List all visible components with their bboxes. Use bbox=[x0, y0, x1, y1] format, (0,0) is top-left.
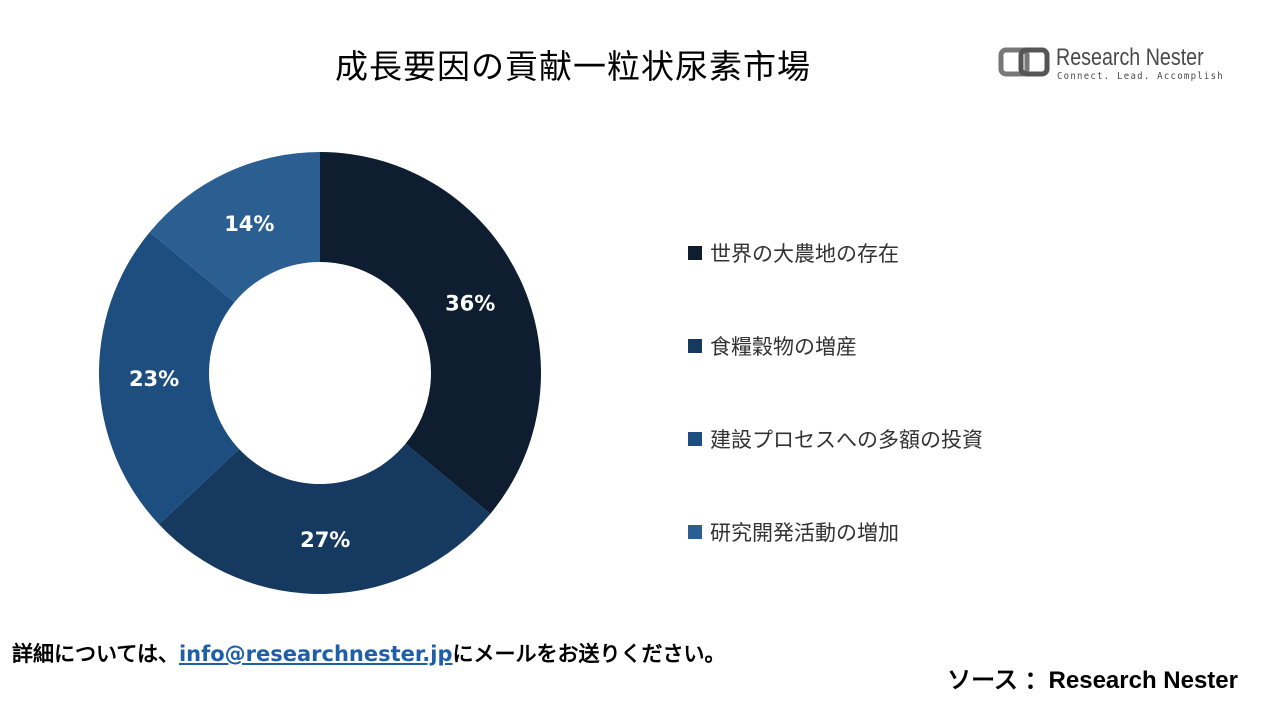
legend-label: 世界の大農地の存在 bbox=[710, 242, 899, 266]
slice-label: 36% bbox=[445, 291, 495, 315]
legend-swatch bbox=[688, 525, 702, 539]
legend-item: 世界の大農地の存在 bbox=[688, 238, 899, 268]
legend-item: 研究開発活動の増加 bbox=[688, 517, 899, 547]
logo-tagline: Connect. Lead. Accomplish bbox=[1057, 71, 1224, 82]
contact-email-link[interactable]: info@researchnester.jp bbox=[178, 642, 453, 666]
legend-item: 建設プロセスへの多額の投資 bbox=[688, 424, 983, 454]
contact-prefix: 詳細については、 bbox=[12, 642, 179, 666]
donut-slice bbox=[320, 152, 542, 514]
legend-label: 食糧穀物の増産 bbox=[710, 335, 857, 359]
research-nester-logo: Research Nester Connect. Lead. Accomplis… bbox=[998, 44, 1223, 86]
donut-slice bbox=[158, 443, 491, 595]
contact-suffix: にメールをお送りください。 bbox=[452, 642, 726, 666]
slice-label: 27% bbox=[300, 528, 350, 552]
legend-swatch bbox=[688, 339, 702, 353]
legend-label: 研究開発活動の増加 bbox=[710, 521, 899, 545]
donut-chart: 36% 27% 23% 14% bbox=[99, 152, 542, 595]
legend-swatch bbox=[688, 432, 702, 446]
donut-slice bbox=[149, 152, 320, 303]
logo-name: Research Nester bbox=[1056, 44, 1204, 71]
legend-item: 食糧穀物の増産 bbox=[688, 331, 857, 361]
legend-swatch bbox=[688, 246, 702, 260]
source-credit: ソース ：Research Nester bbox=[947, 667, 1238, 694]
slice-label: 14% bbox=[224, 212, 274, 236]
logo-mark-icon bbox=[998, 47, 1050, 77]
legend-label: 建設プロセスへの多額の投資 bbox=[710, 428, 983, 452]
chart-title: 成長要因の貢献一粒状尿素市場 bbox=[335, 47, 811, 86]
contact-note: 詳細については、info@researchnester.jpにメールをお送りくだ… bbox=[12, 638, 725, 668]
donut-slice bbox=[99, 232, 240, 525]
slice-label: 23% bbox=[129, 367, 179, 391]
